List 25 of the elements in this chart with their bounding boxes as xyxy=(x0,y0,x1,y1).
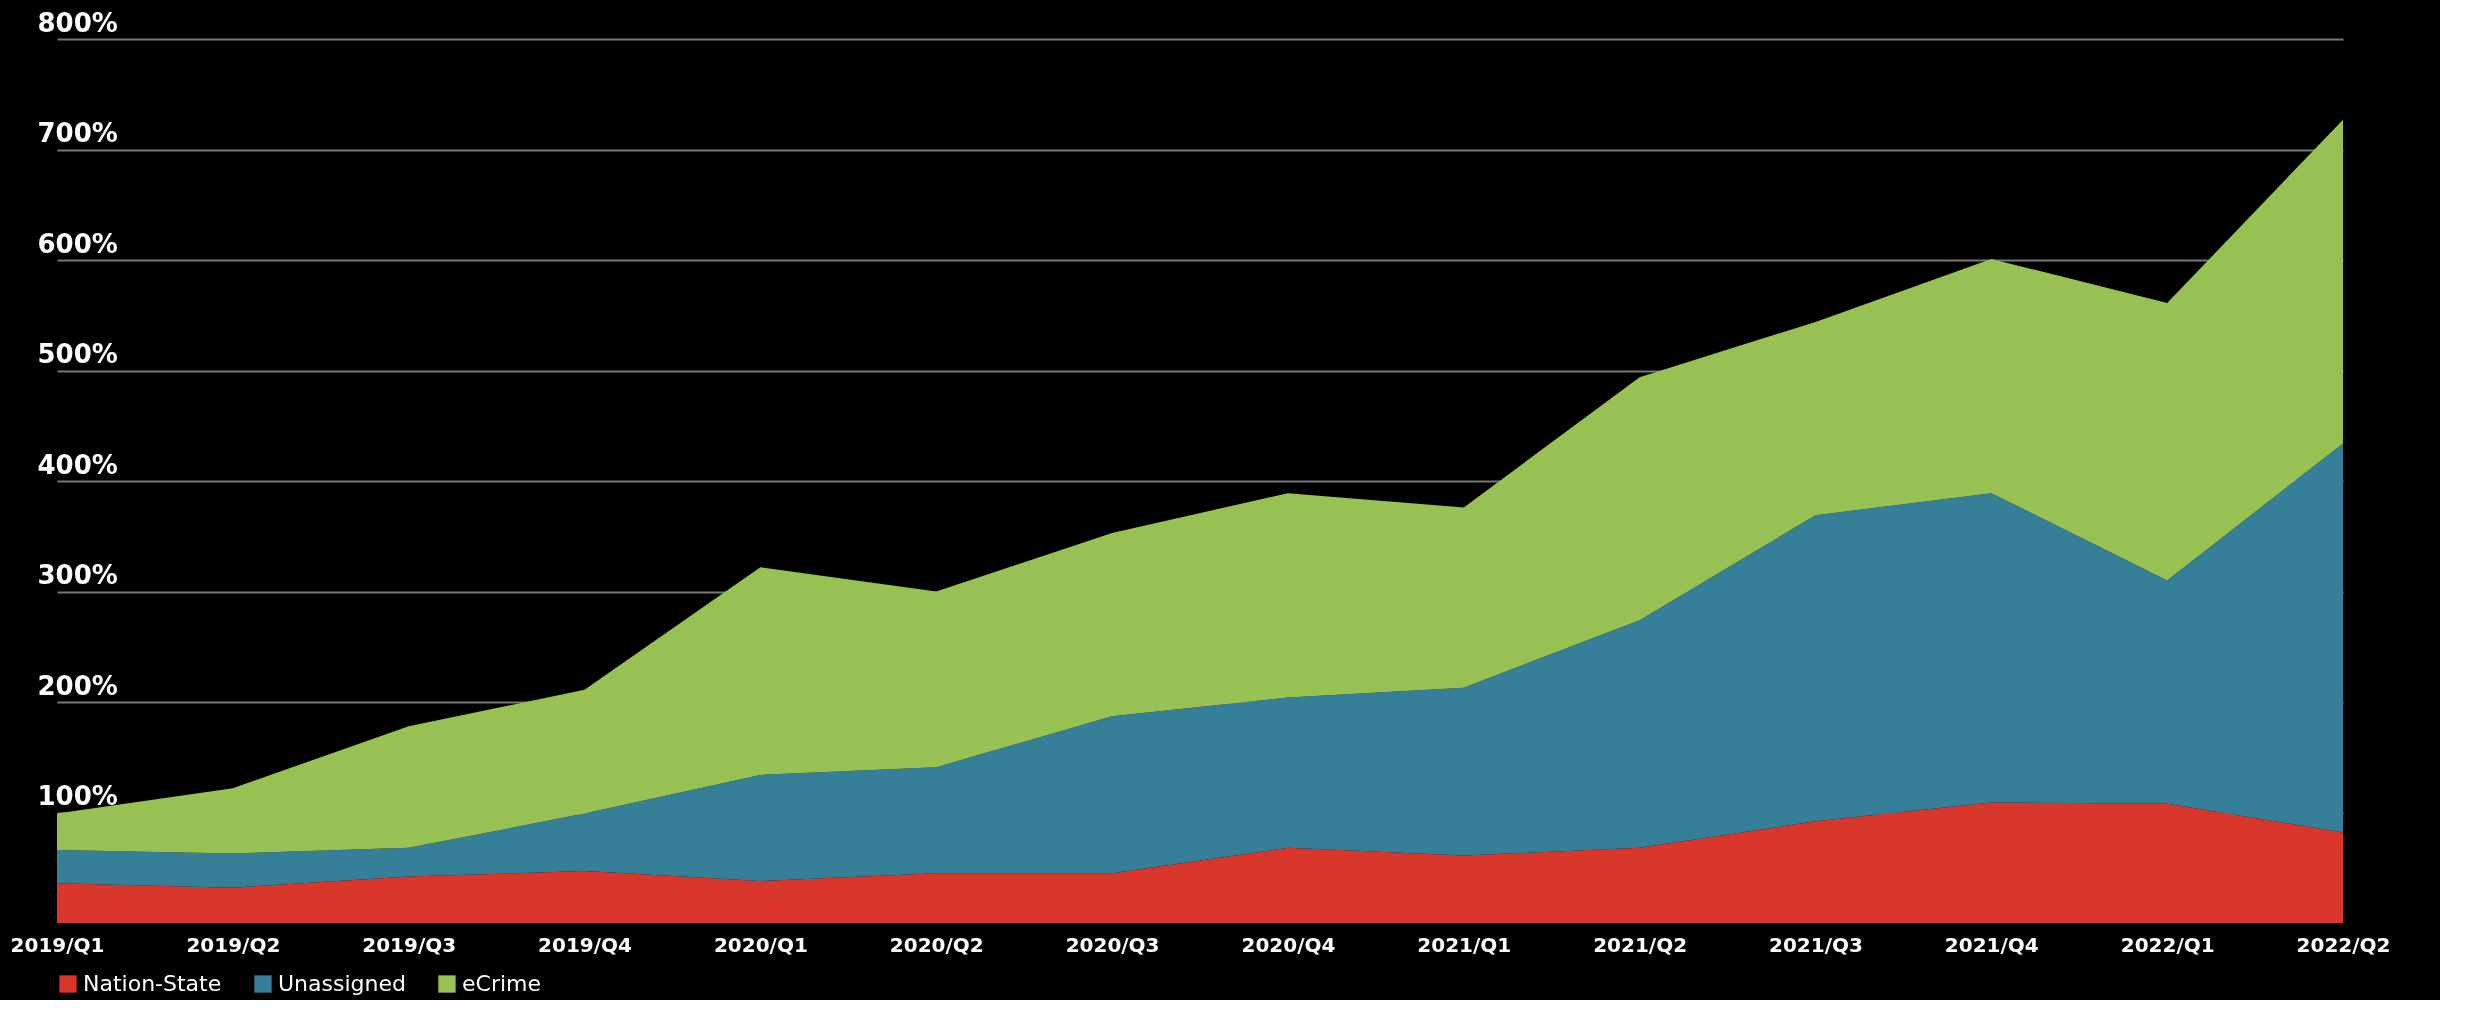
legend-label: Unassigned xyxy=(278,971,406,996)
y-tick-label: 600% xyxy=(37,228,118,259)
y-tick-label: 800% xyxy=(37,7,118,38)
x-tick-label: 2022/Q1 xyxy=(2120,932,2215,957)
x-tick-label: 2019/Q1 xyxy=(10,932,105,957)
x-tick-label: 2019/Q3 xyxy=(362,932,457,957)
x-tick-label: 2021/Q4 xyxy=(1944,932,2039,957)
x-tick-label: 2020/Q3 xyxy=(1065,932,1160,957)
y-tick-label: 500% xyxy=(37,339,118,369)
x-tick-label: 2020/Q1 xyxy=(713,932,808,957)
y-tick-label: 200% xyxy=(37,670,118,701)
y-tick-label: 700% xyxy=(37,118,118,148)
legend-label: eCrime xyxy=(462,971,542,996)
x-tick-label: 2019/Q2 xyxy=(186,932,281,957)
y-tick-label: 100% xyxy=(37,781,118,811)
x-tick-label: 2022/Q2 xyxy=(2296,932,2391,957)
x-tick-label: 2021/Q2 xyxy=(1593,932,1688,957)
x-tick-label: 2020/Q4 xyxy=(1241,932,1336,957)
x-tick-label: 2021/Q3 xyxy=(1769,932,1863,957)
x-tick-label: 2021/Q1 xyxy=(1417,932,1512,957)
x-tick-label: 2020/Q2 xyxy=(889,932,984,957)
x-tick-label: 2019/Q4 xyxy=(538,932,632,957)
legend-label: Nation-State xyxy=(83,971,222,996)
y-tick-label: 400% xyxy=(37,449,118,480)
y-tick-label: 300% xyxy=(37,560,118,590)
